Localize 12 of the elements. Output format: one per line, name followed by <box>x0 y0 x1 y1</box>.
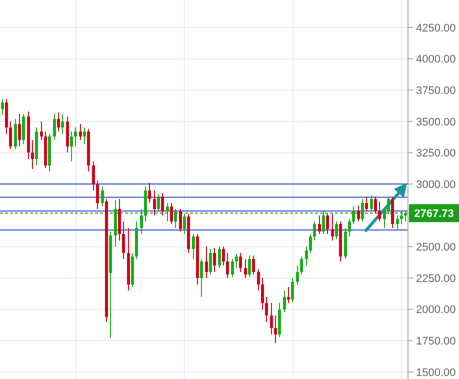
y-tick-label: 4000.00 <box>416 54 456 66</box>
y-tick-label: 3000.00 <box>416 178 456 191</box>
y-tick-label: 1750.00 <box>416 336 456 348</box>
y-tick-label: 2000.00 <box>416 304 456 316</box>
ref-line-label: 2767.73 <box>414 208 454 220</box>
y-tick-label: 1500.00 <box>416 366 456 379</box>
y-tick-label: 2250.00 <box>416 272 456 285</box>
y-tick-label: 2500.00 <box>416 242 456 254</box>
y-tick-label: 3500.00 <box>416 116 456 128</box>
y-tick-label: 3250.00 <box>416 148 456 160</box>
y-tick-label: 3750.00 <box>416 84 456 97</box>
y-tick-label: 4250.00 <box>416 22 456 34</box>
